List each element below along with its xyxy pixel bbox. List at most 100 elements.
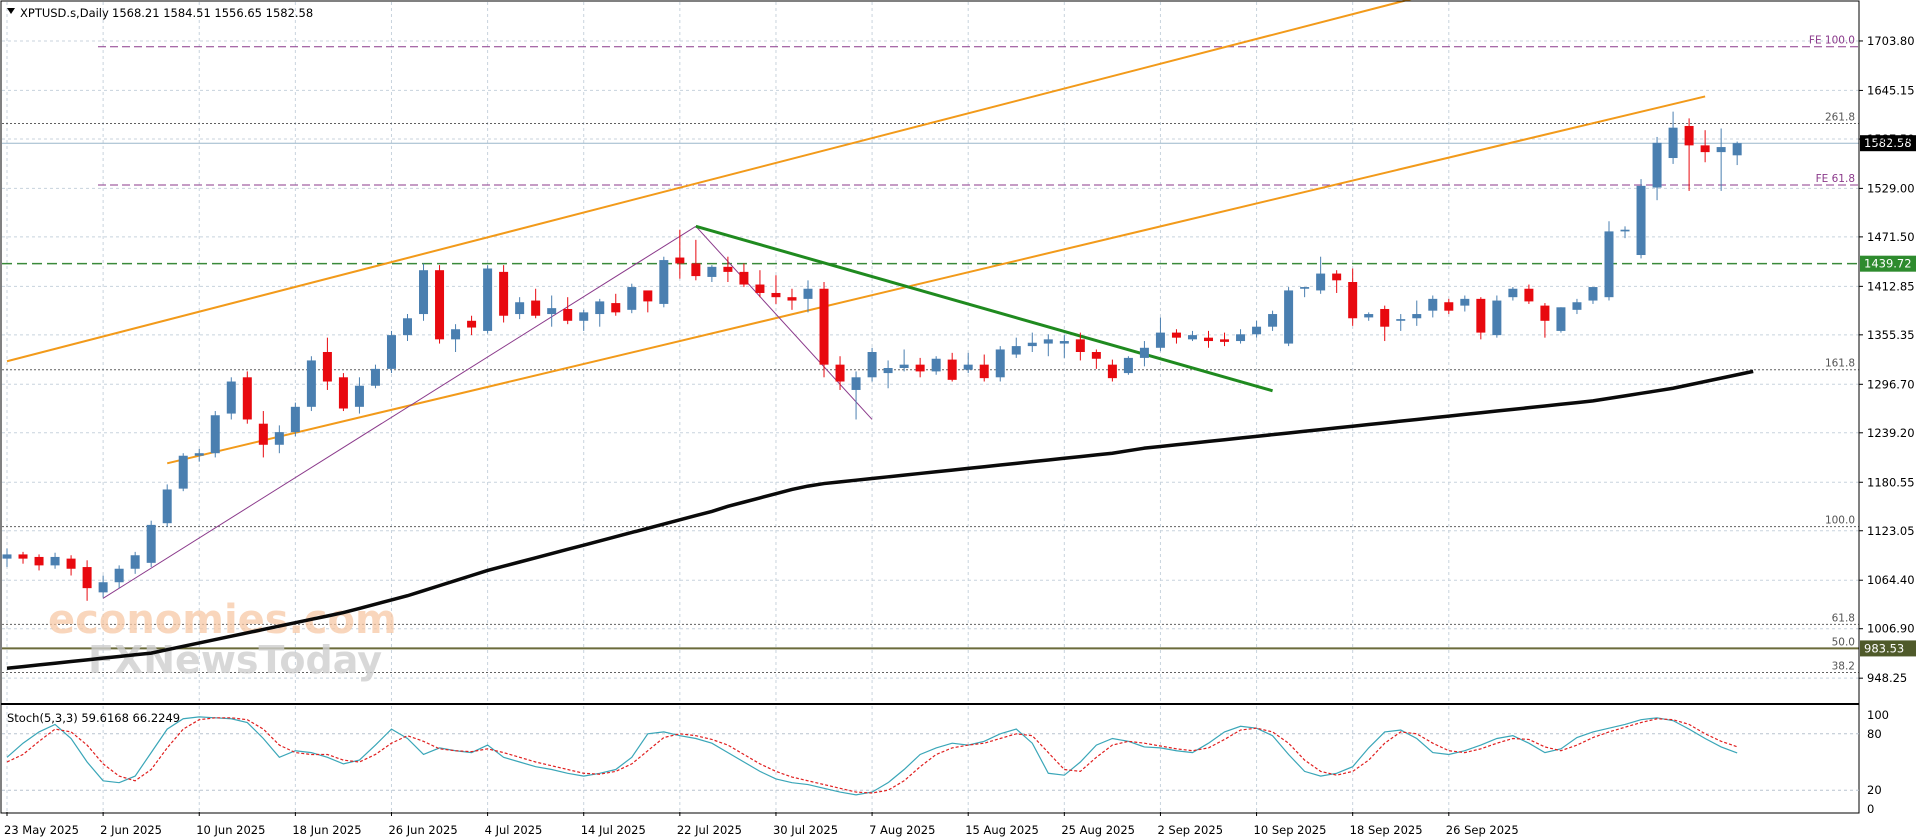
candle-body [1043,339,1053,344]
candle [1348,268,1358,326]
candle [627,283,637,314]
y-tick-label: 1123.05 [1867,524,1915,538]
candle [1540,303,1550,338]
candle [178,453,188,492]
x-tick-label: 15 Aug 2025 [965,823,1039,837]
candle-body [1091,352,1101,359]
candle-body [787,297,797,301]
candle-body [1732,143,1742,156]
candle-body [851,377,861,390]
candle [1428,295,1438,318]
ohlc-label: 1568.21 1584.51 1556.65 1582.58 [112,6,313,20]
dropdown-triangle-icon[interactable] [7,8,15,14]
candle-body [771,292,781,298]
y-tick-label: 1239.20 [1867,426,1915,440]
candle-body [963,364,973,370]
candle [1284,287,1294,347]
candle [1316,256,1326,294]
candle [995,346,1005,382]
candle [467,315,477,336]
candle [1732,141,1742,166]
level-label: 161.8 [1825,358,1855,370]
y-tick-label: 1471.50 [1867,230,1915,244]
y-tick-label: 1645.15 [1867,83,1915,97]
stoch-axis-label: 20 [1867,783,1882,797]
candle-body [419,270,429,315]
candle-body [739,271,749,285]
price-axis[interactable]: 1703.80 1645.15 1587.50 1529.00 1471.50 1412.… [1859,34,1915,685]
candle-body [1588,287,1598,301]
candle [1396,314,1406,331]
candle [146,520,156,568]
current-price-tag-text: 1582.58 [1864,136,1912,150]
candle [707,265,717,282]
candle [1524,284,1534,304]
support-price-tag-text: 1439.72 [1864,257,1912,271]
moving-average [6,369,1754,671]
candle-body [1540,305,1550,321]
candle [1300,287,1310,298]
candle-body [691,263,701,277]
x-tick-label: 4 Jul 2025 [485,823,543,837]
candle [451,324,461,352]
candle [82,560,92,601]
candle-body [1011,346,1021,355]
candle [130,551,140,574]
x-tick-label: 2 Sep 2025 [1157,823,1223,837]
candle-body [1668,127,1678,159]
candle-body [531,300,541,316]
candle-body [1412,314,1422,319]
candle-body [1396,319,1406,321]
candle-body [1220,339,1230,342]
candle-body [1460,298,1470,306]
level-label: 61.8 [1832,612,1855,624]
candle-body [547,308,557,315]
candle [98,575,108,598]
watermark-fxnewstoday: FXNewsToday [88,638,382,682]
candle [1652,136,1662,201]
candle [2,548,12,568]
support-price-tag-bg [1860,255,1916,272]
candle-body [1716,147,1726,153]
candle [899,349,909,372]
x-tick-label: 10 Jun 2025 [196,823,265,837]
x-tick-label: 2 Jun 2025 [100,823,162,837]
candle [915,357,925,378]
candle-body [306,360,316,407]
level-label: 100.0 [1825,515,1855,527]
candle-body [947,359,957,380]
candle [1011,337,1021,358]
candle-body [1364,314,1374,318]
candle [1236,329,1246,344]
candle [819,282,829,378]
candle [979,354,989,382]
candle [1091,349,1101,369]
lower-price-tag: 983.53 [1860,640,1916,657]
candle [595,298,605,327]
candle-body [403,318,412,336]
candle [1171,329,1181,344]
candle [1508,287,1518,301]
candle-body [595,301,605,315]
candle-body [707,266,717,277]
candle [210,411,220,458]
candle [1059,335,1069,358]
stoch-axis-label: 100 [1867,708,1889,722]
y-tick-label: 1412.85 [1867,279,1915,293]
candle-body [1155,332,1165,348]
candle-body [1428,298,1438,311]
candle [867,347,877,382]
candle-body [194,453,204,456]
candle [1716,128,1726,191]
candle [1444,298,1454,315]
candle-body [1187,335,1197,340]
candle [675,229,685,279]
candle-body [18,554,28,559]
candle-body [883,368,893,374]
candle-body [1332,273,1342,281]
candle [515,297,525,320]
candle-body [451,329,461,340]
candle-body [2,554,12,559]
candle-body [1107,364,1117,379]
